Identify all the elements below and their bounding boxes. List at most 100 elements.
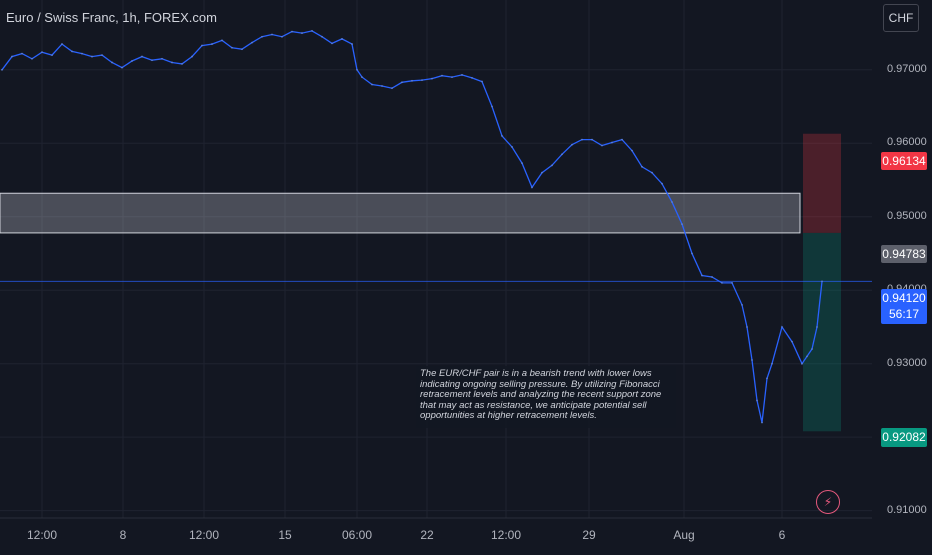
- x-tick-label: Aug: [673, 528, 695, 542]
- price-point: [811, 348, 813, 350]
- price-point: [351, 43, 353, 45]
- analysis-annotation[interactable]: The EUR/CHF pair is in a bearish trend w…: [420, 368, 662, 421]
- price-point: [721, 281, 723, 284]
- price-point: [481, 80, 483, 83]
- price-point: [91, 55, 93, 58]
- price-point: [61, 43, 63, 45]
- price-point: [531, 186, 533, 189]
- zone-zone-rect[interactable]: [0, 192, 801, 234]
- price-point: [371, 83, 373, 86]
- price-point: [756, 399, 758, 402]
- price-point: [731, 281, 733, 284]
- price-point: [341, 38, 343, 40]
- price-point: [301, 32, 303, 34]
- price-point: [461, 74, 463, 76]
- price-point: [381, 85, 383, 87]
- price-point: [471, 76, 473, 79]
- price-point: [221, 39, 223, 42]
- price-point: [711, 276, 713, 278]
- price-point: [631, 149, 633, 152]
- y-tick-label: 0.97000: [887, 62, 927, 75]
- price-point: [251, 41, 253, 44]
- price-point: [431, 77, 433, 80]
- price-point: [121, 66, 123, 69]
- price-point: [806, 355, 808, 358]
- price-point: [231, 46, 233, 49]
- price-point: [111, 61, 113, 64]
- price-point: [151, 59, 153, 62]
- x-tick-label: 29: [582, 528, 596, 542]
- y-tick-label: 0.96000: [887, 136, 927, 149]
- price-point: [241, 48, 243, 51]
- price-point: [81, 52, 83, 55]
- price-point: [591, 138, 593, 141]
- lightning-icon[interactable]: ⚡: [816, 490, 840, 514]
- price-point: [51, 54, 53, 57]
- price-point: [701, 274, 703, 277]
- price-point: [791, 340, 793, 343]
- price-point: [746, 326, 748, 328]
- price-point: [131, 60, 133, 62]
- price-point: [611, 141, 613, 144]
- price-point: [671, 201, 673, 203]
- price-point: [391, 87, 393, 90]
- price-point: [681, 223, 683, 225]
- x-tick-label: 22: [420, 528, 434, 542]
- price-point: [661, 182, 663, 185]
- price-point: [491, 105, 493, 108]
- price-point: [321, 35, 323, 38]
- current-price-tag: 0.94120 56:17: [881, 289, 927, 324]
- y-tick-label: 0.95000: [887, 209, 927, 222]
- x-tick-label: 6: [778, 528, 786, 542]
- price-point: [171, 61, 173, 64]
- price-point: [501, 135, 503, 137]
- price-point: [821, 280, 823, 283]
- price-point: [181, 63, 183, 65]
- price-point: [571, 143, 573, 146]
- x-tick-label: 06:00: [341, 528, 373, 542]
- price-point: [211, 43, 213, 45]
- price-point: [691, 252, 693, 255]
- price-point: [356, 68, 358, 71]
- price-point: [766, 377, 768, 380]
- price-point: [511, 146, 513, 148]
- price-point: [71, 50, 73, 53]
- price-point: [11, 55, 13, 58]
- price-point: [581, 138, 583, 141]
- price-point: [451, 76, 453, 79]
- x-tick-label: 8: [119, 528, 127, 542]
- price-point: [421, 79, 423, 81]
- stop-price-tag: 0.96134: [881, 152, 927, 170]
- price-point: [441, 74, 443, 77]
- price-point: [291, 30, 293, 33]
- price-point: [551, 164, 553, 167]
- price-point: [1, 68, 3, 71]
- y-tick-label: 0.93000: [887, 356, 927, 369]
- zone-price-tag: 0.94783: [881, 245, 927, 263]
- price-point: [771, 362, 773, 365]
- price-point: [31, 57, 33, 60]
- price-point: [751, 359, 753, 361]
- price-point: [141, 55, 143, 58]
- price-point: [816, 326, 818, 328]
- price-point: [401, 81, 403, 84]
- price-point: [101, 54, 103, 57]
- currency-button[interactable]: CHF: [883, 4, 919, 32]
- price-point: [161, 57, 163, 60]
- price-point: [191, 55, 193, 58]
- x-tick-label: 12:00: [188, 528, 220, 542]
- price-point: [781, 326, 783, 328]
- price-point: [741, 304, 743, 306]
- target-zone-rect[interactable]: [803, 232, 841, 432]
- price-point: [271, 33, 273, 36]
- price-point: [761, 421, 763, 424]
- stop-zone-rect[interactable]: [803, 133, 841, 233]
- target-price-tag: 0.92082: [881, 428, 927, 447]
- price-point: [21, 52, 23, 55]
- price-point: [281, 35, 283, 38]
- current-price-value: 0.94120: [882, 291, 926, 305]
- price-point: [801, 362, 803, 365]
- price-point: [651, 171, 653, 174]
